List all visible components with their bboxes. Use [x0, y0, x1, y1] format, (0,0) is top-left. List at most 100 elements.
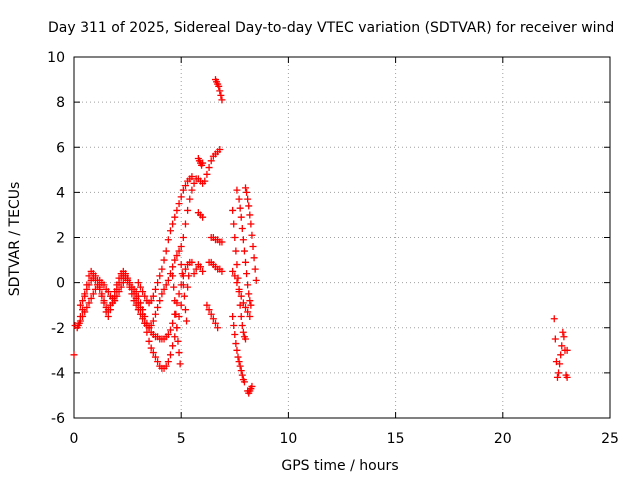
data-point	[551, 335, 559, 343]
data-point	[175, 349, 183, 357]
data-point	[233, 186, 241, 194]
data-point	[164, 276, 172, 284]
data-point	[555, 369, 563, 377]
data-point	[76, 301, 84, 309]
series-arc-e	[169, 261, 193, 368]
data-point	[76, 317, 84, 325]
y-axis-label: SDTVAR / TECUs	[7, 182, 23, 297]
data-point	[201, 177, 209, 185]
data-point	[246, 297, 254, 305]
data-point	[240, 247, 248, 255]
data-point	[128, 290, 136, 298]
data-point	[141, 292, 149, 300]
series-arc-h	[194, 209, 226, 246]
data-point	[156, 272, 164, 280]
data-point	[179, 186, 187, 194]
data-point	[550, 315, 558, 323]
data-point	[231, 272, 239, 280]
data-point	[96, 285, 104, 293]
data-point	[196, 263, 204, 271]
data-point	[169, 342, 177, 350]
data-point	[247, 301, 255, 309]
data-point	[243, 270, 251, 278]
data-point	[85, 299, 93, 307]
data-point	[230, 220, 238, 228]
data-point	[158, 265, 166, 273]
data-point	[235, 358, 243, 366]
data-point	[173, 252, 181, 260]
data-point	[87, 294, 95, 302]
data-point	[188, 258, 196, 266]
data-point	[160, 256, 168, 264]
data-point	[251, 265, 259, 273]
data-point	[126, 283, 134, 291]
data-point	[81, 290, 89, 298]
data-point	[177, 193, 185, 201]
data-point	[85, 281, 93, 289]
data-point	[185, 272, 193, 280]
data-point	[89, 290, 97, 298]
series-arc-q	[550, 315, 571, 381]
data-point	[190, 179, 198, 187]
data-point	[209, 315, 217, 323]
y-tick-label: 4	[56, 185, 65, 201]
data-point	[164, 331, 172, 339]
data-point	[180, 292, 188, 300]
data-point	[238, 224, 246, 232]
data-point	[162, 281, 170, 289]
data-point	[245, 290, 253, 298]
data-point	[218, 267, 226, 275]
data-point	[174, 337, 182, 345]
data-point	[175, 200, 183, 208]
data-point	[244, 308, 252, 316]
data-point	[181, 265, 189, 273]
data-point	[139, 315, 147, 323]
series-arc-d	[134, 173, 196, 307]
data-point	[136, 283, 144, 291]
data-point	[229, 267, 237, 275]
data-point	[74, 321, 82, 329]
data-point	[179, 281, 187, 289]
data-point	[113, 285, 121, 293]
data-point	[192, 265, 200, 273]
data-point	[139, 288, 147, 296]
grid-layer	[74, 57, 610, 418]
data-point	[242, 258, 250, 266]
data-point	[177, 243, 185, 251]
data-point	[179, 234, 187, 241]
data-point	[177, 301, 185, 309]
x-tick-label: 25	[601, 431, 619, 447]
data-point	[151, 353, 159, 361]
data-point	[205, 164, 213, 172]
data-point	[229, 312, 237, 320]
data-point	[149, 292, 157, 300]
data-point	[111, 292, 119, 300]
data-point	[109, 299, 117, 307]
data-point	[83, 303, 91, 311]
data-point	[199, 213, 207, 221]
chart-title: Day 311 of 2025, Sidereal Day-to-day VTE…	[48, 20, 614, 36]
data-point	[207, 310, 215, 318]
series-arc-f	[194, 155, 207, 169]
data-point	[154, 303, 162, 311]
data-point	[156, 297, 164, 305]
data-point	[207, 157, 215, 165]
data-point	[246, 211, 254, 219]
data-point	[149, 349, 157, 357]
data-point	[233, 279, 241, 287]
data-point	[237, 292, 245, 300]
data-point	[147, 344, 155, 352]
data-point	[235, 285, 243, 293]
series-arc-l	[229, 312, 248, 386]
data-point	[205, 306, 213, 314]
y-tick-label: -6	[51, 411, 65, 427]
data-point	[121, 272, 129, 280]
data-point	[169, 272, 177, 280]
data-point	[94, 281, 102, 289]
x-tick-label: 0	[70, 431, 79, 447]
data-point	[175, 290, 183, 298]
data-point	[70, 351, 78, 359]
y-tick-label: -4	[51, 366, 65, 382]
data-point	[239, 328, 247, 336]
data-point	[171, 213, 179, 221]
